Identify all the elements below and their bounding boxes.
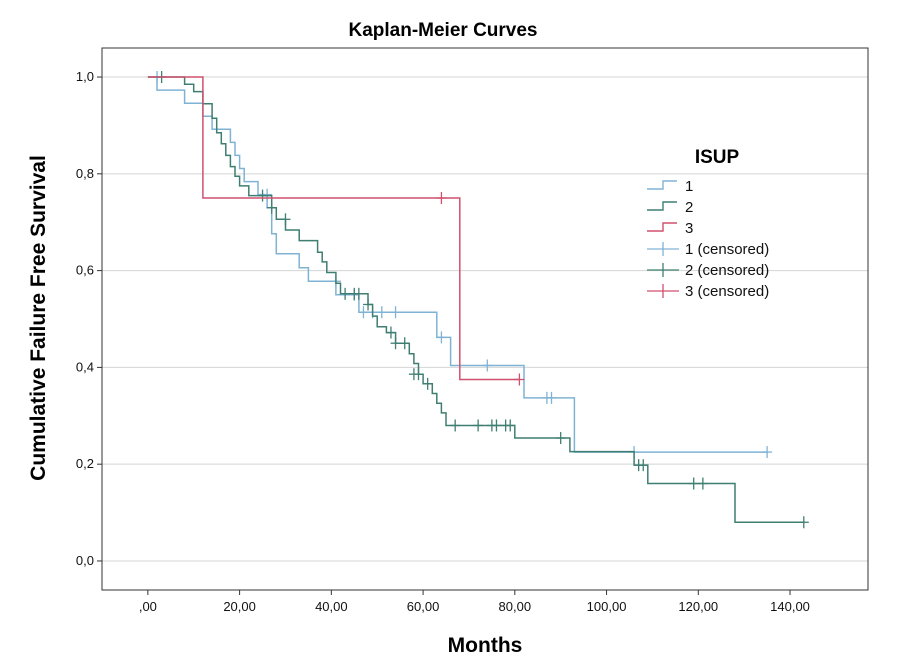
y-tick-label: 1,0	[76, 69, 94, 84]
legend-label: 2	[685, 199, 693, 216]
legend: ISUP 1 2 3 1 (censored) 2 (censored) 3 (censo…	[647, 147, 769, 300]
censored-mark	[473, 419, 484, 432]
x-tick-label: 60,00	[407, 599, 440, 614]
censored-mark	[340, 287, 351, 300]
x-tick-label: 140,00	[770, 599, 810, 614]
censored-mark	[798, 516, 809, 529]
x-axis: ,00 20,00 40,00 60,00 80,00 100,00 120,00 140,0…	[139, 590, 810, 614]
censored-mark	[363, 298, 374, 311]
legend-censor-swatch	[647, 242, 679, 256]
censored-mark	[257, 189, 268, 202]
censored-mark	[762, 446, 773, 459]
censored-mark	[399, 337, 410, 350]
x-tick-label: 20,00	[223, 599, 256, 614]
censored-mark	[697, 477, 708, 490]
series-line-3	[147, 76, 520, 381]
censored-mark	[390, 306, 401, 319]
censored-mark	[546, 391, 557, 404]
series-layer	[147, 71, 809, 529]
censored-mark	[280, 213, 291, 226]
legend-label: 2 (censored)	[685, 262, 769, 279]
censored-mark	[358, 306, 369, 319]
censored-mark	[514, 373, 525, 386]
legend-label: 1	[685, 178, 693, 195]
y-tick-label: 0,8	[76, 166, 94, 181]
y-tick-label: 0,0	[76, 553, 94, 568]
legend-item: 1 (censored)	[647, 241, 769, 258]
x-axis-title: Months	[448, 634, 523, 657]
legend-line-swatch	[647, 201, 677, 211]
legend-item: 3	[647, 220, 693, 237]
chart-title: Kaplan-Meier Curves	[348, 20, 537, 41]
legend-line-swatch	[647, 180, 677, 190]
y-tick-label: 0,4	[76, 359, 94, 374]
censored-mark	[491, 419, 502, 432]
censored-mark	[353, 287, 364, 300]
y-axis: 0,0 0,2 0,4 0,6 0,8 1,0	[76, 69, 102, 568]
censored-mark	[688, 477, 699, 490]
y-tick-label: 0,6	[76, 263, 94, 278]
series-line-2	[147, 76, 804, 524]
y-tick-label: 0,2	[76, 456, 94, 471]
plot-area	[101, 47, 869, 591]
censored-mark	[450, 419, 461, 432]
x-tick-label: 40,00	[315, 599, 348, 614]
x-tick-label: ,00	[139, 599, 157, 614]
legend-censor-swatch	[647, 284, 679, 298]
legend-title: ISUP	[695, 147, 740, 168]
legend-item: 2	[647, 199, 693, 216]
censored-mark	[413, 368, 424, 381]
series-3	[147, 76, 525, 386]
series-line-1	[147, 76, 768, 453]
censored-mark	[385, 326, 396, 339]
censored-mark	[436, 331, 447, 344]
legend-label: 1 (censored)	[685, 241, 769, 258]
censored-mark	[482, 359, 493, 372]
censored-mark	[436, 192, 447, 205]
censored-mark	[266, 201, 277, 214]
censored-mark	[376, 306, 387, 319]
series-2	[147, 71, 809, 529]
x-tick-label: 80,00	[499, 599, 532, 614]
censored-mark	[638, 459, 649, 472]
x-tick-label: 120,00	[678, 599, 718, 614]
legend-item: 2 (censored)	[647, 262, 769, 279]
gridlines	[102, 76, 868, 562]
censored-mark	[555, 432, 566, 445]
legend-censor-swatch	[647, 263, 679, 277]
censored-mark	[505, 419, 516, 432]
legend-item: 3 (censored)	[647, 283, 769, 300]
y-axis-title: Cumulative Failure Free Survival	[27, 155, 50, 481]
x-tick-label: 100,00	[587, 599, 627, 614]
censored-mark	[422, 377, 433, 390]
legend-line-swatch	[647, 222, 677, 232]
legend-label: 3	[685, 220, 693, 237]
legend-label: 3 (censored)	[685, 283, 769, 300]
censored-mark	[390, 337, 401, 350]
legend-item: 1	[647, 178, 693, 195]
censored-mark	[262, 188, 273, 201]
